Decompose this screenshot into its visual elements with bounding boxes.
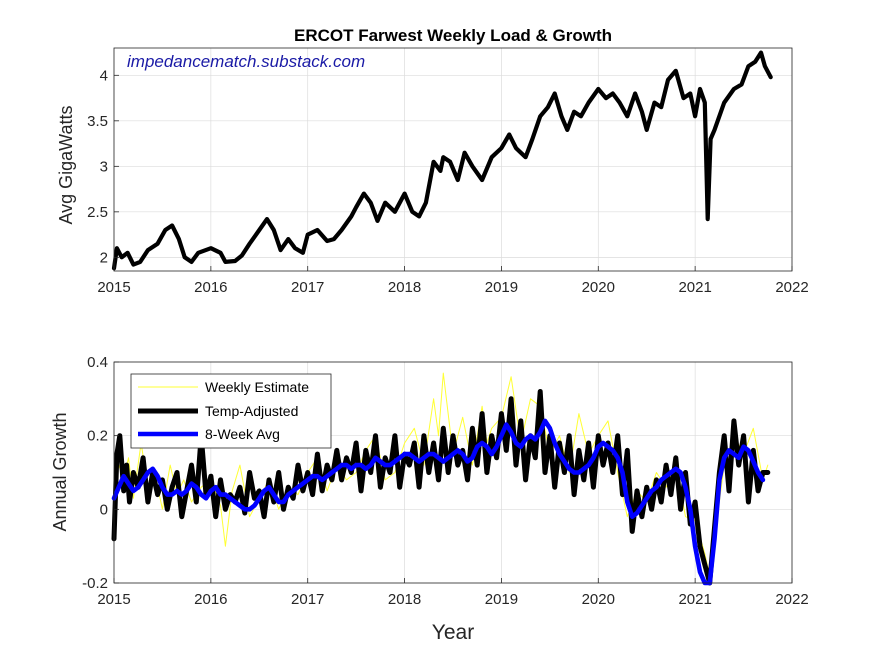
x-tick-label: 2022: [775, 591, 808, 608]
x-tick-label: 2018: [388, 279, 421, 296]
x-tick-label: 2017: [291, 591, 324, 608]
y-tick-label: 0: [100, 501, 108, 518]
bottom-ticks: 2015 2016 2017 2018 2019 2020 2021 2022 -0.2 0 0.2…: [82, 354, 809, 608]
top-y-axis-label: Avg GigaWatts: [56, 105, 76, 224]
y-tick-label: 2.5: [87, 204, 108, 221]
top-chart-annotation: impedancematch.substack.com: [127, 52, 365, 71]
x-tick-label: 2019: [485, 279, 518, 296]
x-tick-label: 2016: [194, 591, 227, 608]
x-tick-label: 2017: [291, 279, 324, 296]
x-tick-label: 2021: [678, 591, 711, 608]
legend-label-weekly-estimate: Weekly Estimate: [205, 379, 309, 395]
x-tick-label: 2020: [582, 591, 615, 608]
top-plot-frame: [113, 47, 793, 272]
bottom-chart: 2015 2016 2017 2018 2019 2020 2021 2022 -0.2 0 0.2…: [50, 354, 809, 644]
bottom-plot-frame: [113, 361, 793, 584]
x-tick-label: 2015: [97, 591, 130, 608]
x-tick-label: 2015: [97, 279, 130, 296]
legend-label-temp-adjusted: Temp-Adjusted: [205, 403, 298, 419]
bottom-series: [111, 372, 771, 586]
legend-label-8-week-avg: 8-Week Avg: [205, 426, 280, 442]
x-tick-label: 2020: [582, 279, 615, 296]
bottom-y-axis-label: Annual Growth: [50, 412, 70, 531]
top-plot-area: [114, 48, 792, 271]
top-series: [111, 50, 773, 271]
top-ticks: 2015 2016 2017 2018 2019 2020 2021 2022 2 2.5 3 3.5…: [87, 67, 809, 296]
x-tick-label: 2021: [678, 279, 711, 296]
series-line-8-week-avg: [111, 418, 766, 586]
legend: Weekly Estimate Temp-Adjusted 8-Week Avg: [130, 373, 332, 449]
y-tick-label: 3: [100, 158, 108, 175]
y-tick-label: 4: [100, 67, 108, 84]
top-chart-title: ERCOT Farwest Weekly Load & Growth: [294, 26, 612, 45]
top-chart: ERCOT Farwest Weekly Load & Growth 2015 2…: [56, 26, 809, 296]
y-tick-label: 3.5: [87, 113, 108, 130]
x-tick-label: 2019: [485, 591, 518, 608]
y-tick-label: 2: [100, 249, 108, 266]
y-tick-label: 0.2: [87, 428, 108, 445]
series-line-load: [111, 50, 773, 271]
x-tick-label: 2022: [775, 279, 808, 296]
y-tick-label: -0.2: [82, 575, 108, 592]
bottom-x-axis-label: Year: [432, 621, 474, 644]
x-tick-label: 2016: [194, 279, 227, 296]
x-tick-label: 2018: [388, 591, 421, 608]
y-tick-label: 0.4: [87, 354, 108, 371]
